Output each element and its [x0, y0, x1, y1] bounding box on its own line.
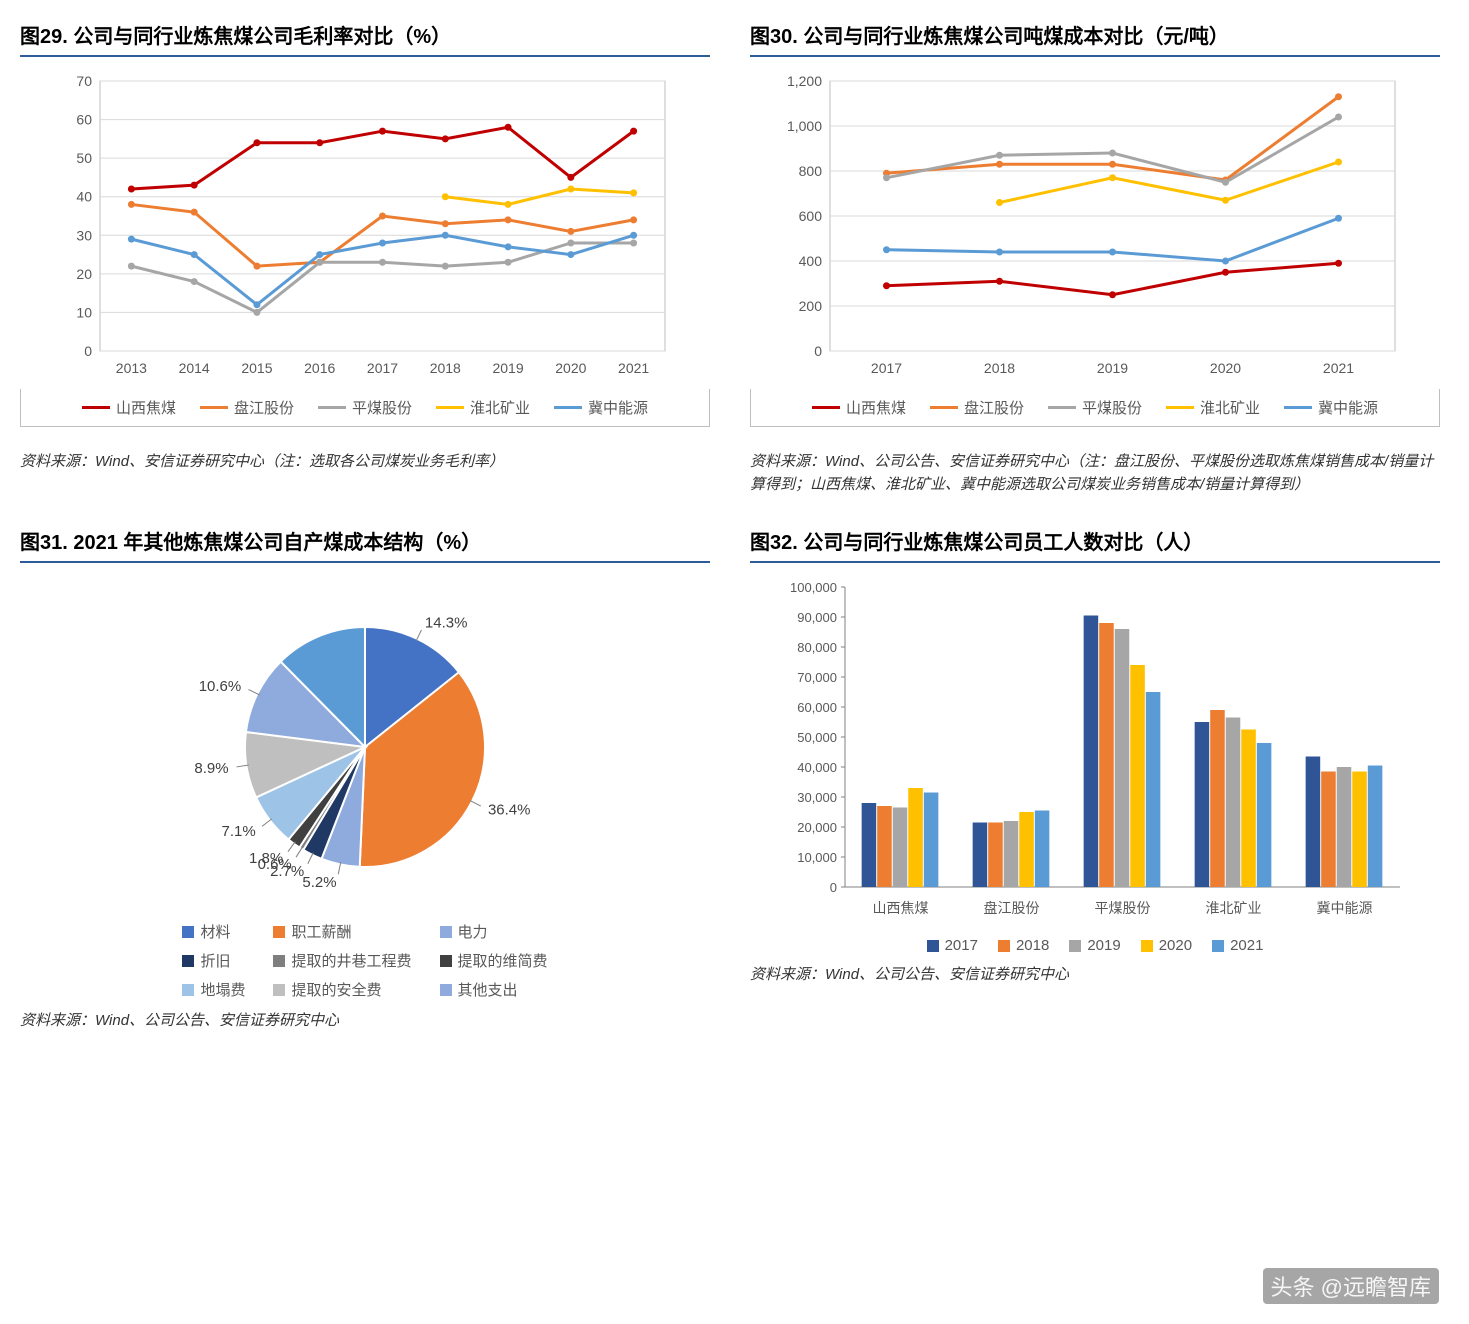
- chart29-plot: 0 10 20 30 40 50 60 70 2013 2014 2015 2016 2017 2018 2…: [20, 71, 710, 441]
- svg-text:山西焦煤: 山西焦煤: [873, 900, 929, 916]
- svg-text:1,000: 1,000: [787, 118, 822, 134]
- svg-text:1,200: 1,200: [787, 73, 822, 89]
- legend-item: 山西焦煤: [82, 397, 176, 418]
- legend-item: 其他支出: [440, 979, 548, 1000]
- svg-text:冀中能源: 冀中能源: [1317, 900, 1373, 916]
- svg-text:2020: 2020: [1210, 360, 1241, 376]
- svg-text:2020: 2020: [555, 360, 586, 376]
- svg-text:100,000: 100,000: [790, 580, 837, 595]
- legend-item: 2017: [927, 937, 978, 954]
- svg-text:30: 30: [76, 227, 92, 243]
- chart30-legend: 山西焦煤 盘江股份 平煤股份 淮北矿业 冀中能源: [750, 389, 1440, 427]
- svg-text:1.8%: 1.8%: [249, 850, 283, 867]
- legend-item: 平煤股份: [1048, 397, 1142, 418]
- svg-text:50: 50: [76, 150, 92, 166]
- svg-text:36.4%: 36.4%: [488, 802, 531, 819]
- legend-item: 山西焦煤: [812, 397, 906, 418]
- legend-item: 职工薪酬: [273, 921, 411, 942]
- watermark: 头条 @远瞻智库: [1263, 1268, 1439, 1304]
- legend-item: 折旧: [182, 950, 245, 971]
- svg-text:淮北矿业: 淮北矿业: [1206, 900, 1262, 916]
- chart32-source: 资料来源：Wind、公司公告、安信证券研究中心: [750, 964, 1440, 987]
- svg-text:200: 200: [799, 298, 823, 314]
- legend-item: 平煤股份: [318, 397, 412, 418]
- svg-text:70: 70: [76, 73, 92, 89]
- svg-text:40,000: 40,000: [797, 760, 837, 775]
- legend-item: 2020: [1141, 937, 1192, 954]
- chart31-legend: 材料 职工薪酬 电力折旧 提取的井巷工程费 提取的维简费地塌费 提取的安全费 其他支出: [20, 921, 710, 1000]
- svg-text:800: 800: [799, 163, 823, 179]
- chart30-source: 资料来源：Wind、公司公告、安信证券研究中心（注：盘江股份、平煤股份选取炼焦煤…: [750, 451, 1440, 496]
- chart29-source: 资料来源：Wind、安信证券研究中心（注：选取各公司煤炭业务毛利率）: [20, 451, 710, 474]
- svg-text:2013: 2013: [116, 360, 147, 376]
- legend-item: 提取的井巷工程费: [273, 950, 411, 971]
- svg-text:5.2%: 5.2%: [302, 874, 336, 891]
- svg-text:30,000: 30,000: [797, 790, 837, 805]
- svg-text:2021: 2021: [1323, 360, 1354, 376]
- svg-text:2014: 2014: [179, 360, 210, 376]
- svg-text:2021: 2021: [618, 360, 649, 376]
- svg-text:10.6%: 10.6%: [199, 678, 242, 695]
- svg-text:2019: 2019: [492, 360, 523, 376]
- legend-item: 2021: [1212, 937, 1263, 954]
- legend-item: 地塌费: [182, 979, 245, 1000]
- panel-chart29: 图29. 公司与同行业炼焦煤公司毛利率对比（%） 0 10 20 30 40 50 60 70…: [20, 20, 710, 496]
- chart30-plot: 0 200 400 600 800 1,000 1,200 2017 2018 2019 2020 2…: [750, 71, 1440, 441]
- svg-text:80,000: 80,000: [797, 640, 837, 655]
- svg-text:2019: 2019: [1097, 360, 1128, 376]
- legend-item: 淮北矿业: [1166, 397, 1260, 418]
- svg-text:7.1%: 7.1%: [221, 823, 255, 840]
- svg-text:2015: 2015: [241, 360, 272, 376]
- legend-item: 提取的维简费: [440, 950, 548, 971]
- svg-text:400: 400: [799, 253, 823, 269]
- chart31-title: 图31. 2021 年其他炼焦煤公司自产煤成本结构（%）: [20, 526, 710, 563]
- panel-chart31: 图31. 2021 年其他炼焦煤公司自产煤成本结构（%） 14.3% 36.4% 5…: [20, 526, 710, 1033]
- chart29-legend: 山西焦煤 盘江股份 平煤股份 淮北矿业 冀中能源: [20, 389, 710, 427]
- svg-text:90,000: 90,000: [797, 610, 837, 625]
- legend-item: 提取的安全费: [273, 979, 411, 1000]
- svg-text:0: 0: [84, 343, 92, 359]
- legend-item: 电力: [440, 921, 548, 942]
- svg-text:8.9%: 8.9%: [194, 760, 228, 777]
- svg-text:60: 60: [76, 112, 92, 128]
- charts-grid: 图29. 公司与同行业炼焦煤公司毛利率对比（%） 0 10 20 30 40 50 60 70…: [20, 20, 1440, 1033]
- svg-text:0: 0: [814, 343, 822, 359]
- chart32-legend: 2017 2018 2019 2020 2021: [750, 937, 1440, 954]
- legend-item: 冀中能源: [554, 397, 648, 418]
- svg-text:70,000: 70,000: [797, 670, 837, 685]
- chart31-plot: 14.3%36.4%5.2%2.7%0.6%1.8%7.1%8.9%10.6% …: [20, 577, 710, 1000]
- legend-item: 淮北矿业: [436, 397, 530, 418]
- svg-text:20: 20: [76, 266, 92, 282]
- legend-item: 盘江股份: [200, 397, 294, 418]
- svg-text:2018: 2018: [430, 360, 461, 376]
- legend-item: 盘江股份: [930, 397, 1024, 418]
- chart31-source: 资料来源：Wind、公司公告、安信证券研究中心: [20, 1010, 710, 1033]
- svg-text:10: 10: [76, 304, 92, 320]
- chart29-title: 图29. 公司与同行业炼焦煤公司毛利率对比（%）: [20, 20, 710, 57]
- svg-text:20,000: 20,000: [797, 820, 837, 835]
- svg-text:0: 0: [830, 880, 837, 895]
- svg-text:60,000: 60,000: [797, 700, 837, 715]
- svg-text:盘江股份: 盘江股份: [984, 900, 1040, 916]
- chart32-title: 图32. 公司与同行业炼焦煤公司员工人数对比（人）: [750, 526, 1440, 563]
- svg-text:2016: 2016: [304, 360, 335, 376]
- svg-text:600: 600: [799, 208, 823, 224]
- svg-text:2017: 2017: [871, 360, 902, 376]
- legend-item: 2018: [998, 937, 1049, 954]
- svg-text:40: 40: [76, 189, 92, 205]
- legend-item: 冀中能源: [1284, 397, 1378, 418]
- svg-text:平煤股份: 平煤股份: [1095, 900, 1151, 916]
- svg-text:2017: 2017: [367, 360, 398, 376]
- svg-text:50,000: 50,000: [797, 730, 837, 745]
- panel-chart30: 图30. 公司与同行业炼焦煤公司吨煤成本对比（元/吨） 0 200 400 600 80…: [750, 20, 1440, 496]
- legend-item: 材料: [182, 921, 245, 942]
- svg-text:10,000: 10,000: [797, 850, 837, 865]
- chart32-plot: 0 10,000 20,000 30,000 40,000 50,000 60,000 70,…: [750, 577, 1440, 954]
- legend-item: 2019: [1069, 937, 1120, 954]
- svg-text:2018: 2018: [984, 360, 1015, 376]
- panel-chart32: 图32. 公司与同行业炼焦煤公司员工人数对比（人） 0 10,000 20,000 3…: [750, 526, 1440, 1033]
- chart30-title: 图30. 公司与同行业炼焦煤公司吨煤成本对比（元/吨）: [750, 20, 1440, 57]
- svg-text:14.3%: 14.3%: [425, 615, 468, 632]
